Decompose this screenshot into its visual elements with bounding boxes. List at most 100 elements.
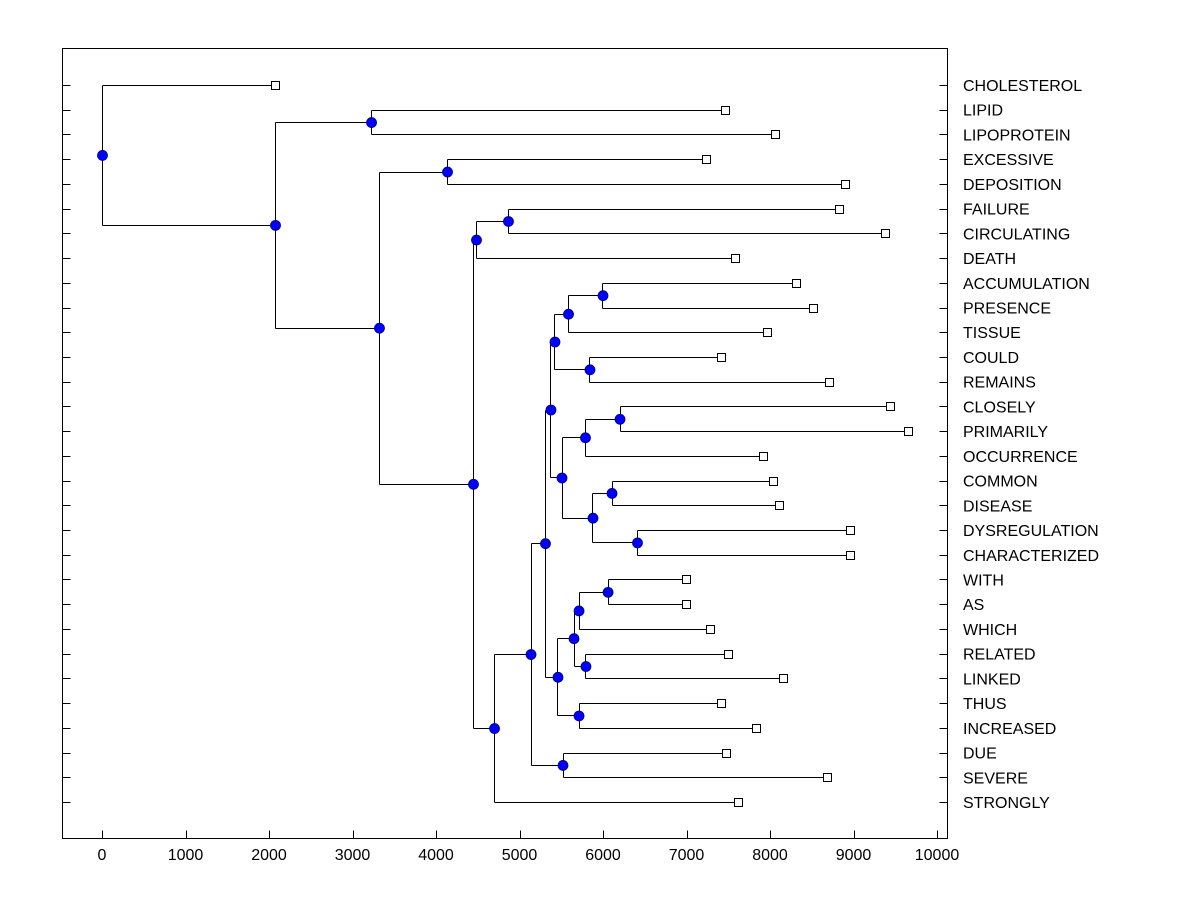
leaf-marker: [779, 674, 788, 683]
cluster-node: [573, 710, 585, 722]
leaf-marker: [763, 328, 772, 337]
x-tick-label: 2000: [251, 847, 287, 864]
leaf-marker: [809, 304, 818, 313]
leaf-marker: [682, 600, 691, 609]
leaf-marker: [717, 699, 726, 708]
leaf-marker: [769, 477, 778, 486]
cluster-node: [602, 586, 614, 598]
cluster-node: [580, 661, 592, 672]
cluster-node: [552, 671, 564, 683]
cluster-node: [489, 723, 500, 734]
cluster-node: [556, 472, 568, 484]
leaf-label: CIRCULATING: [963, 226, 1070, 243]
leaf-label: CHOLESTEROL: [963, 78, 1082, 95]
leaf-label: PRIMARILY: [963, 424, 1048, 441]
leaf-label: FAILURE: [963, 202, 1030, 219]
cluster-node: [540, 538, 551, 550]
leaf-marker: [721, 106, 730, 115]
leaf-label: CHARACTERIZED: [963, 548, 1099, 565]
x-tick-label: 9000: [836, 847, 872, 864]
leaf-marker: [823, 773, 832, 782]
x-tick-label: 4000: [418, 847, 454, 864]
leaf-marker: [702, 155, 711, 164]
cluster-node: [525, 649, 537, 660]
leaf-marker: [717, 353, 726, 362]
leaf-label: LINKED: [963, 671, 1021, 688]
leaf-marker: [904, 427, 913, 436]
cluster-node: [597, 290, 609, 302]
plot-frame: [62, 48, 948, 839]
leaf-marker: [825, 378, 834, 387]
cluster-node: [563, 308, 574, 320]
leaf-label: INCREASED: [963, 721, 1056, 738]
leaf-marker: [734, 798, 743, 807]
leaf-marker: [846, 526, 855, 535]
cluster-node: [270, 219, 281, 231]
cluster-node: [580, 432, 591, 444]
leaf-marker: [731, 254, 740, 263]
x-tick-label: 7000: [669, 847, 705, 864]
cluster-node: [614, 413, 626, 425]
y-axis-ticks: [62, 85, 948, 803]
leaf-marker: [886, 402, 895, 411]
leaf-marker: [841, 180, 850, 189]
leaf-marker: [706, 625, 715, 634]
leaf-label: CLOSELY: [963, 399, 1036, 416]
cluster-node: [366, 117, 377, 128]
leaf-label: STRONGLY: [963, 795, 1050, 812]
leaf-marker: [724, 650, 733, 659]
x-tick-label: 6000: [585, 847, 621, 864]
leaf-marker: [722, 749, 731, 758]
leaf-label: EXCESSIVE: [963, 152, 1054, 169]
x-axis: 0 1000 2000 3000 4000 5000 6000 7000 8000 9000 100…: [98, 830, 960, 864]
leaf-markers: [271, 81, 913, 807]
cluster-node: [545, 404, 557, 416]
leaf-label: SEVERE: [963, 770, 1028, 787]
cluster-node: [587, 512, 599, 524]
leaf-marker: [759, 452, 768, 461]
leaf-marker: [752, 724, 761, 733]
leaf-label: REMAINS: [963, 375, 1036, 392]
leaf-label: DEATH: [963, 251, 1016, 268]
x-tick-label: 1000: [168, 847, 204, 864]
cluster-node: [374, 322, 385, 334]
leaf-label: DYSREGULATION: [963, 523, 1099, 540]
x-tick-label: 3000: [335, 847, 371, 864]
x-tick-label: 10000: [915, 847, 960, 864]
leaf-label: AS: [963, 597, 984, 614]
leaf-marker: [835, 205, 844, 214]
leaf-label: OCCURRENCE: [963, 449, 1078, 466]
leaf-label: TISSUE: [963, 325, 1021, 342]
leaf-label: COULD: [963, 350, 1019, 367]
x-tick-label: 5000: [502, 847, 538, 864]
leaf-label: DUE: [963, 746, 997, 763]
leaf-label: LIPOPROTEIN: [963, 127, 1071, 144]
leaf-marker: [771, 130, 780, 139]
internal-nodes: [97, 117, 643, 771]
x-tick-label: 0: [98, 847, 107, 864]
leaf-marker: [792, 279, 801, 288]
cluster-node: [442, 166, 453, 178]
leaf-marker: [846, 551, 855, 560]
cluster-node: [568, 633, 580, 645]
cluster-node: [468, 478, 479, 490]
leaf-marker: [271, 81, 280, 90]
cluster-node: [503, 216, 514, 227]
cluster-node: [97, 150, 108, 161]
leaf-marker: [881, 229, 890, 238]
leaf-label: ACCUMULATION: [963, 276, 1090, 293]
cluster-node: [573, 605, 585, 617]
leaf-label: WITH: [963, 572, 1004, 589]
leaf-label: LIPID: [963, 103, 1003, 120]
leaf-label: DISEASE: [963, 498, 1032, 515]
leaf-marker: [775, 501, 784, 510]
cluster-node: [584, 364, 596, 376]
cluster-node: [632, 537, 643, 549]
leaf-marker: [682, 575, 691, 584]
cluster-node: [606, 488, 618, 499]
leaf-label: COMMON: [963, 474, 1038, 491]
cluster-node: [471, 234, 482, 246]
cluster-node: [549, 336, 561, 348]
cluster-node: [557, 760, 569, 771]
